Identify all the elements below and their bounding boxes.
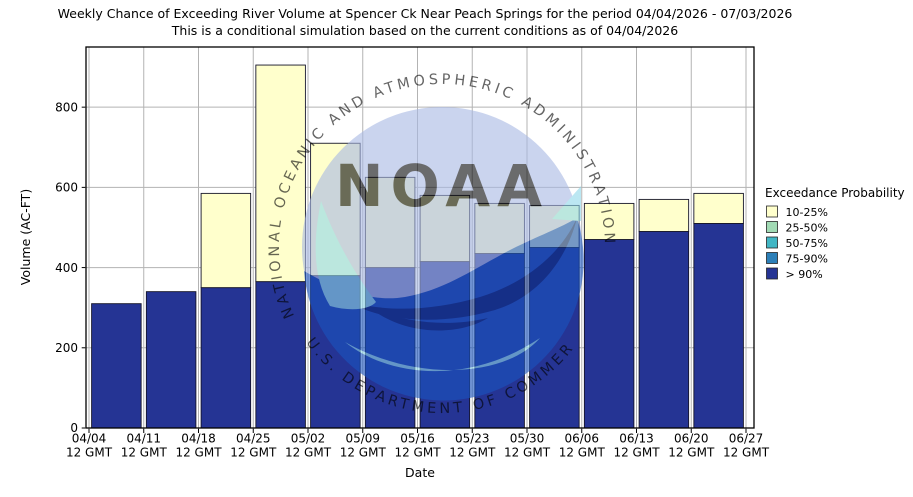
bar-04/04-gt90 (91, 303, 142, 429)
chart-title-line2: This is a conditional simulation based o… (171, 23, 678, 38)
x-tick-label-date: 05/23 (455, 432, 490, 446)
x-tick-label-time: 12 GMT (121, 446, 168, 460)
bar-06/20-gt90 (693, 223, 744, 429)
bar-06/13-gt90 (638, 231, 690, 429)
x-tick-label-date: 06/06 (564, 432, 599, 446)
x-tick-label-time: 12 GMT (723, 446, 770, 460)
x-tick-label-time: 12 GMT (230, 446, 277, 460)
legend-swatch-10-25% (766, 205, 778, 218)
legend-label-25-50%: 25-50% (786, 221, 828, 234)
bar-06/13-10-25 (638, 198, 690, 232)
y-tick-label-600: 600 (55, 181, 78, 195)
x-tick-label-date: 04/25 (236, 432, 271, 446)
legend-swatch-25-50% (766, 221, 778, 233)
x-tick-label-date: 06/20 (674, 432, 709, 446)
x-tick-label-time: 12 GMT (340, 446, 387, 460)
frame-layer (85, 46, 755, 429)
legend-label-10-25%: 10-25% (786, 206, 828, 219)
x-tick-label-time: 12 GMT (285, 446, 332, 460)
bar-04/11-gt90 (145, 291, 197, 429)
legend-swatch-> 90% (766, 267, 778, 280)
legend-items: 10-25% 25-50% 50-75% 75-90% > 90% (766, 205, 828, 281)
x-tick-label-time: 12 GMT (668, 446, 715, 460)
bar-04/25-gt90 (255, 281, 306, 429)
x-tick-label-date: 05/30 (510, 432, 545, 446)
noaa-sky-highlight-left (315, 201, 376, 310)
x-tick-label-date: 05/02 (291, 432, 326, 446)
legend-swatch-75-90% (766, 252, 778, 264)
noaa-bird-wing (345, 218, 577, 320)
x-tick-label-date: 04/04 (72, 432, 107, 446)
x-tick-label-time: 12 GMT (175, 446, 222, 460)
bar-04/18-gt90 (200, 287, 252, 429)
y-tick-label-800: 800 (55, 100, 78, 114)
noaa-wave-highlight (345, 338, 540, 372)
x-tick-label-date: 06/13 (619, 432, 654, 446)
legend-label-> 90%: > 90% (786, 268, 823, 281)
x-tick-label-date: 04/18 (181, 432, 216, 446)
x-tick-label-time: 12 GMT (504, 446, 551, 460)
legend: Exceedance Probability 10-25% 25-50% 50-75… (765, 186, 905, 281)
x-tick-label-time: 12 GMT (449, 446, 496, 460)
x-tick-label-time: 12 GMT (613, 446, 660, 460)
legend-label-50-75%: 50-75% (786, 237, 828, 250)
noaa-sky-highlight-right (552, 186, 581, 221)
y-tick-label-200: 200 (55, 341, 78, 355)
x-tick-label-time: 12 GMT (66, 446, 113, 460)
y-axis-label: Volume (AC-FT) (18, 189, 33, 285)
bar-06/20-10-25 (693, 192, 744, 224)
x-axis-label: Date (405, 465, 435, 480)
bar-04/25-10-25 (255, 64, 306, 283)
x-tick-label-date: 04/11 (126, 432, 161, 446)
x-tick-label-date: 05/16 (400, 432, 435, 446)
plot-frame (85, 46, 755, 429)
noaa-acronym-text: NOAA (335, 152, 549, 220)
legend-title: Exceedance Probability (765, 186, 905, 200)
y-tick-label-0: 0 (70, 421, 78, 435)
chart-title-line1: Weekly Chance of Exceeding River Volume … (58, 6, 793, 21)
legend-label-75-90%: 75-90% (786, 252, 828, 265)
y-tick-label-400: 400 (55, 261, 78, 275)
x-tick-label-date: 05/09 (345, 432, 380, 446)
x-tick-label-date: 06/27 (729, 432, 764, 446)
bar-06/06-10-25 (583, 202, 635, 240)
x-tick-label-time: 12 GMT (559, 446, 606, 460)
bar-06/06-gt90 (583, 239, 635, 429)
x-tick-label-time: 12 GMT (394, 446, 441, 460)
bar-04/18-10-25 (200, 192, 252, 289)
legend-swatch-50-75% (766, 236, 778, 249)
noaa-bird-body (368, 306, 488, 331)
